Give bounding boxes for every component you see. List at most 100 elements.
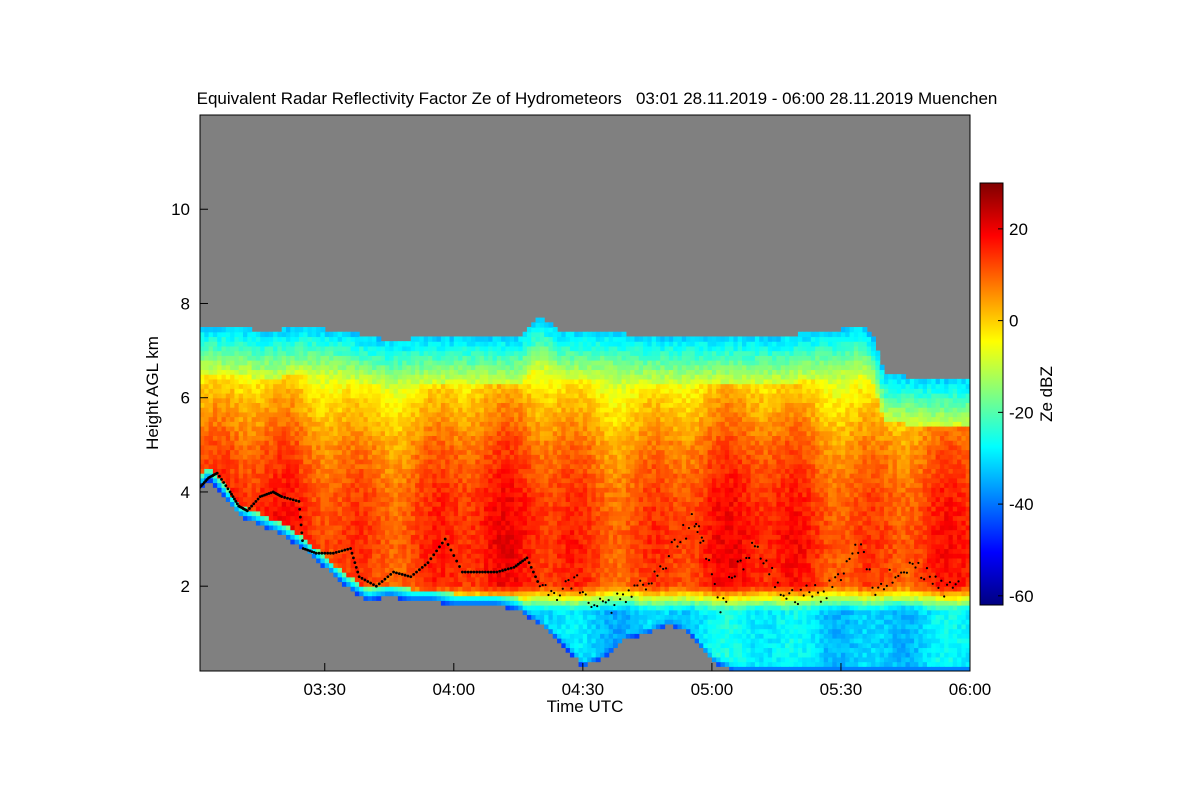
heatmap-cell [333, 345, 339, 352]
heatmap-cell [449, 416, 455, 422]
heatmap-cell [582, 331, 588, 338]
heatmap-cell [475, 510, 481, 517]
heatmap-cell [449, 548, 455, 554]
heatmap-cell [264, 425, 270, 432]
heatmap-cell [600, 647, 605, 653]
heatmap-cell [415, 378, 420, 385]
heatmap-cell [479, 336, 485, 342]
heatmap-cell [268, 473, 274, 479]
heatmap-cell [255, 397, 261, 404]
heatmap-cell [346, 468, 352, 474]
heatmap-cell [264, 402, 270, 408]
heatmap-cell [535, 590, 541, 597]
heatmap-cell [234, 355, 240, 361]
heatmap-cell [582, 605, 588, 611]
heatmap-cell [587, 647, 593, 653]
heatmap-cell [578, 638, 584, 644]
heatmap-cell [552, 628, 558, 634]
heatmap-cell [449, 421, 455, 427]
heatmap-cell [397, 440, 403, 446]
heatmap-cell [243, 341, 248, 347]
heatmap-cell [337, 350, 343, 356]
heatmap-cell [600, 581, 605, 587]
heatmap-cell [230, 369, 236, 375]
heatmap-cell [303, 506, 309, 512]
heatmap-cell [311, 355, 317, 361]
heatmap-cell [531, 341, 537, 347]
heatmap-cell [496, 444, 502, 451]
heatmap-cell [522, 355, 528, 361]
heatmap-cell [320, 440, 326, 446]
heatmap-cell [496, 397, 502, 404]
heatmap-cell [539, 369, 545, 375]
heatmap-cell [531, 510, 537, 517]
heatmap-cell [548, 539, 554, 545]
heatmap-cell [526, 454, 532, 460]
heatmap-cell [359, 477, 365, 484]
heatmap-cell [264, 510, 270, 517]
heatmap-cell [548, 458, 554, 465]
heatmap-cell [526, 355, 532, 361]
heatmap-cell [458, 388, 463, 394]
heatmap-cell [535, 411, 541, 418]
heatmap-cell [320, 557, 326, 564]
heatmap-cell [505, 463, 511, 469]
heatmap-cell [281, 341, 287, 347]
heatmap-cell [587, 458, 593, 465]
heatmap-cell [591, 548, 597, 554]
heatmap-cell [268, 388, 274, 394]
heatmap-cell [273, 501, 279, 507]
heatmap-cell [445, 534, 451, 540]
heatmap-cell [367, 477, 373, 484]
heatmap-cell [466, 515, 472, 521]
heatmap-cell [329, 539, 334, 545]
heatmap-cell [307, 501, 313, 507]
heatmap-cell [217, 435, 223, 441]
heatmap-cell [303, 355, 309, 361]
heatmap-cell [415, 491, 420, 498]
heatmap-cell [582, 341, 588, 347]
heatmap-cell [337, 515, 343, 521]
heatmap-cell [419, 576, 425, 583]
heatmap-cell [496, 576, 502, 583]
heatmap-cell [565, 524, 571, 531]
heatmap-cell [479, 421, 485, 427]
heatmap-cell [548, 534, 554, 540]
heatmap-cell [415, 444, 420, 451]
heatmap-cell [307, 435, 313, 441]
heatmap-cell [479, 520, 485, 526]
heatmap-cell [225, 425, 231, 432]
heatmap-cell [578, 458, 584, 465]
heatmap-cell [548, 430, 554, 436]
heatmap-cell [376, 364, 382, 371]
heatmap-cell [557, 605, 562, 611]
heatmap-cell [552, 435, 558, 441]
heatmap-cell [341, 543, 347, 550]
heatmap-cell [294, 534, 300, 540]
heatmap-cell [535, 562, 541, 568]
heatmap-cell [514, 397, 519, 404]
heatmap-cell [600, 576, 605, 583]
heatmap-cell [255, 345, 261, 352]
heatmap-cell [372, 482, 377, 488]
heatmap-cell [526, 529, 532, 535]
heatmap-cell [354, 491, 360, 498]
heatmap-cell [518, 425, 524, 432]
heatmap-cell [372, 393, 377, 399]
heatmap-cell [475, 567, 481, 573]
heatmap-cell [273, 416, 279, 422]
heatmap-cell [247, 355, 253, 361]
heatmap-cell [492, 378, 498, 385]
heatmap-cell [354, 520, 360, 526]
heatmap-cell [449, 425, 455, 432]
heatmap-cell [419, 360, 425, 366]
heatmap-cell [475, 482, 481, 488]
heatmap-cell [277, 468, 283, 474]
heatmap-cell [427, 543, 433, 550]
heatmap-cell [440, 477, 446, 484]
heatmap-cell [449, 539, 455, 545]
heatmap-cell [277, 360, 283, 366]
heatmap-cell [453, 435, 459, 441]
heatmap-cell [255, 510, 261, 517]
heatmap-cell [587, 454, 593, 460]
